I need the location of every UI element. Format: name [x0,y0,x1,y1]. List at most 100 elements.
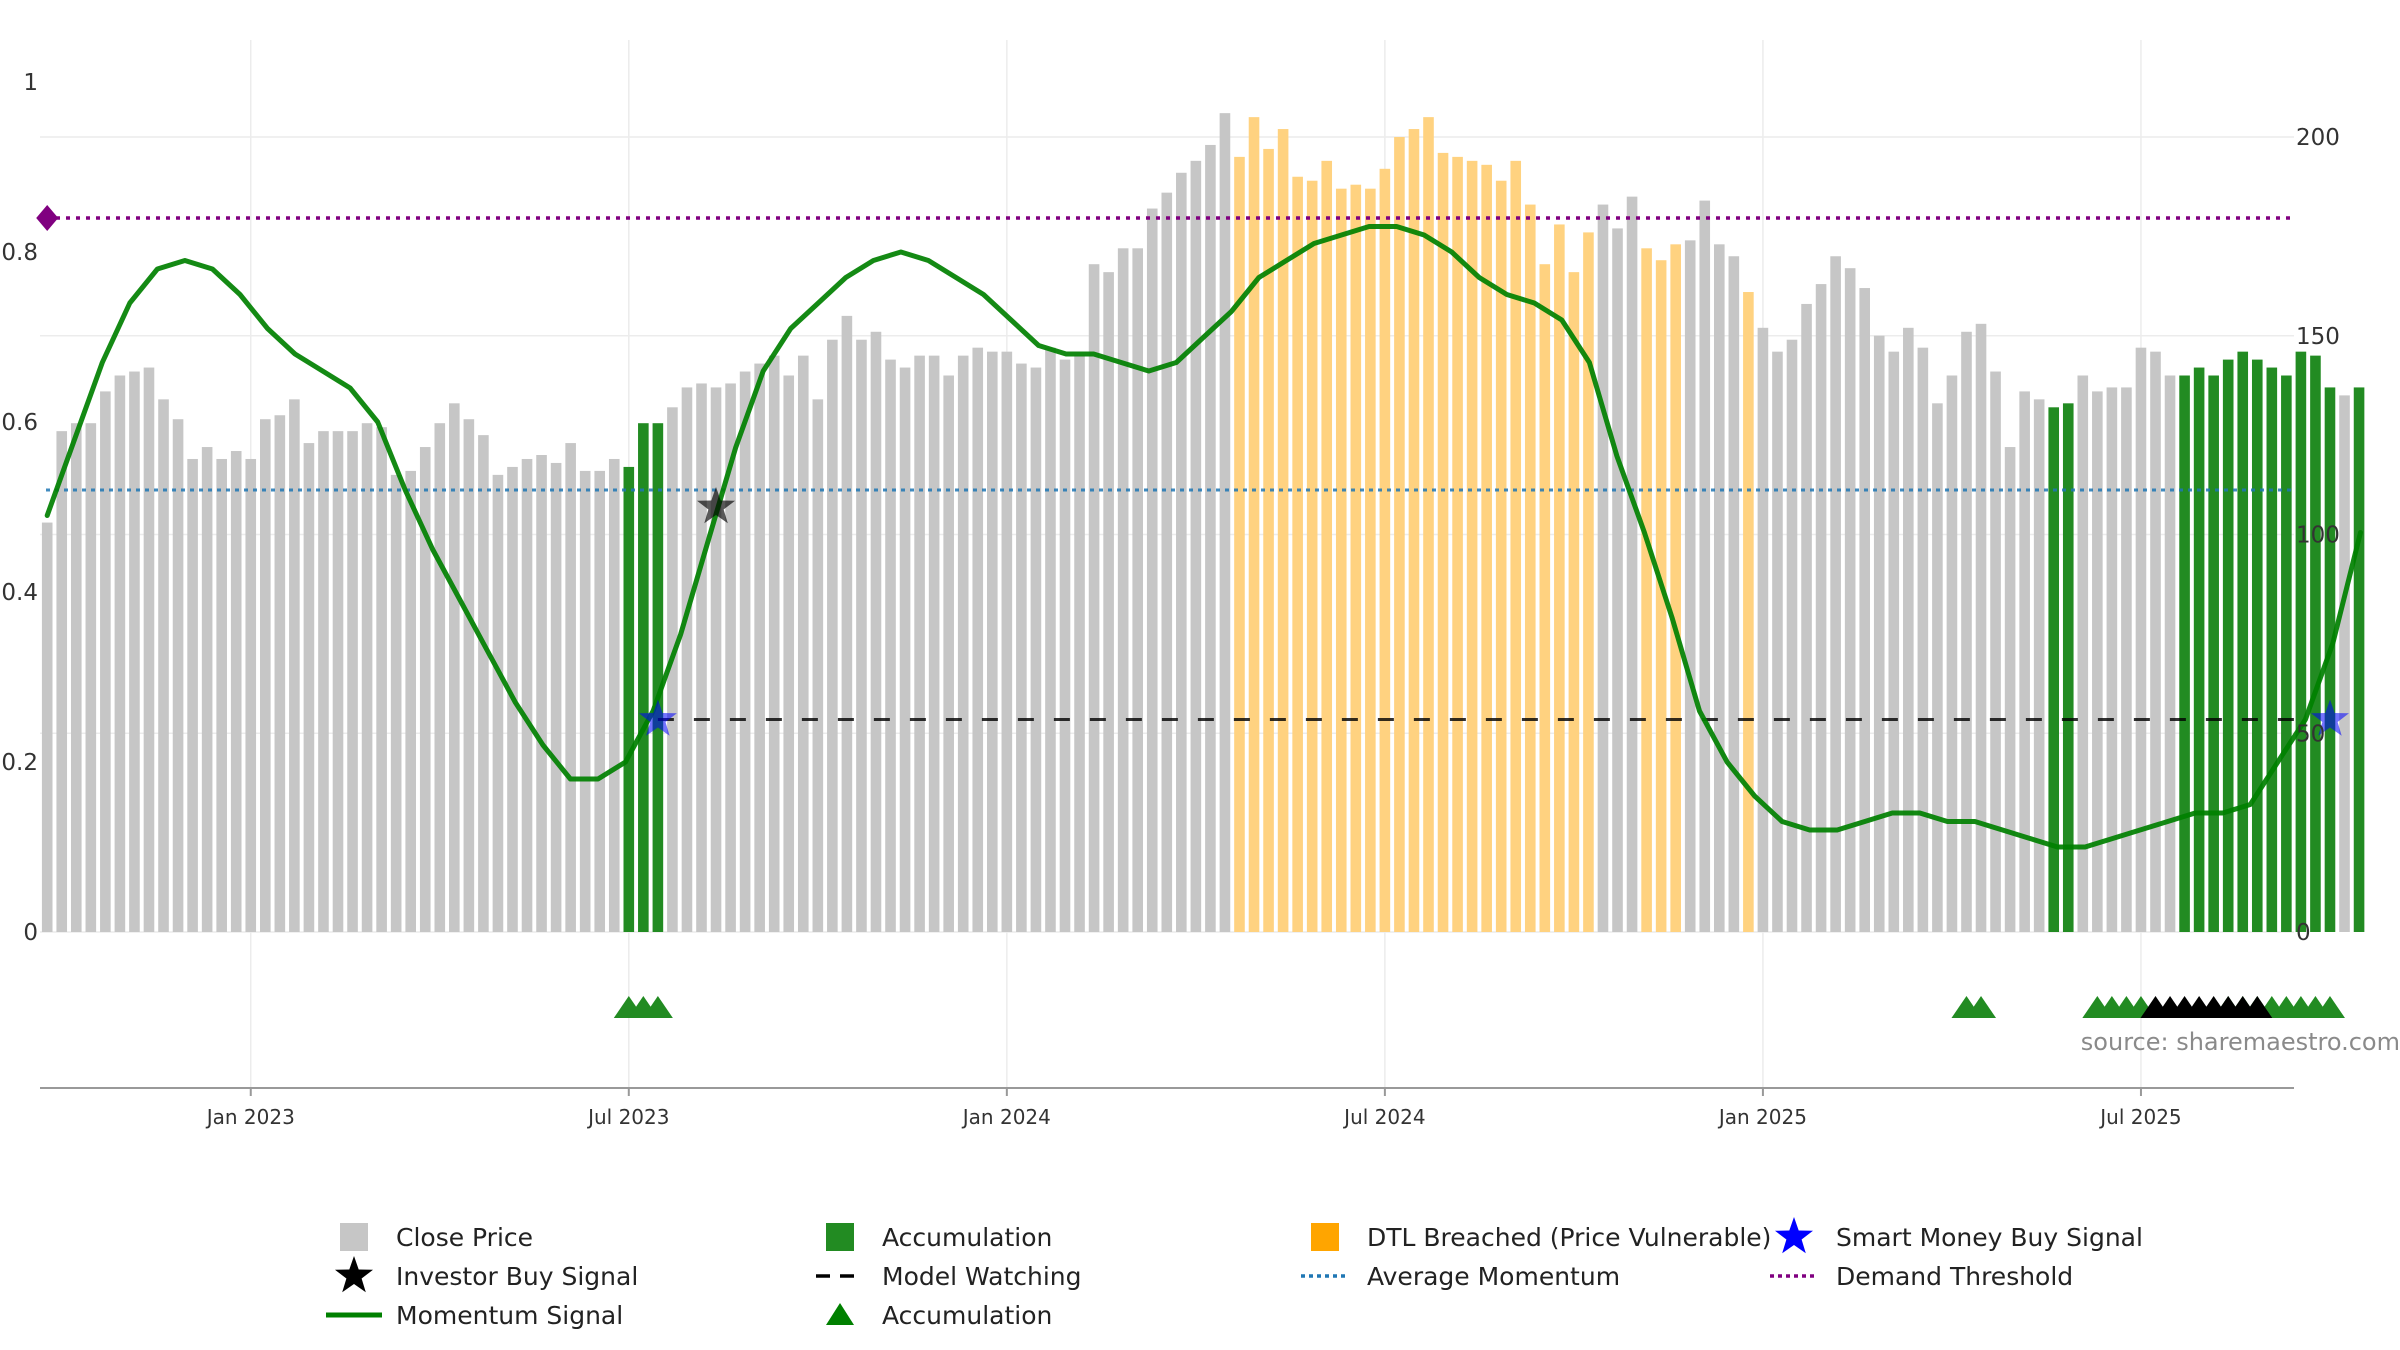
price-bar [2135,347,2147,932]
price-bar [419,447,431,932]
price-bar [1161,192,1173,932]
legend-item: DTL Breached (Price Vulnerable) [1311,1223,1771,1252]
price-bar [1132,248,1143,933]
momentum-signal-line [44,224,2363,850]
reference-lines [36,205,2294,721]
price-bar [1176,172,1187,932]
price-bar [1394,137,1405,932]
price-bar [449,403,460,932]
price-bar [754,363,765,932]
accumulation-triangle [1966,996,1997,1018]
price-bar [2353,387,2365,932]
x-tick-label: Jul 2023 [586,1105,669,1129]
price-bar [2193,367,2205,932]
investor-triangle [2242,996,2273,1018]
price-bar [1786,339,1798,933]
legend: Close Price Accumulation DTL Breached (Pri… [326,1217,2143,1330]
price-bar [1495,180,1507,933]
price-bar [1437,152,1449,932]
legend-label: Model Watching [882,1262,1082,1291]
price-bar [1088,264,1100,932]
x-tick-label: Jan 2024 [961,1105,1051,1129]
price-bar [230,451,242,932]
price-bar [710,387,722,932]
price-bar [1917,347,1929,932]
price-bar [318,431,329,932]
price-bar [696,383,707,932]
price-bar [1597,204,1609,932]
investor-buy-star [697,487,736,524]
price-bar [1714,244,1725,932]
price-bar [1670,244,1681,932]
price-bar [1757,327,1769,932]
price-bar [2310,355,2321,932]
price-bar [928,355,940,932]
right-tick-label: 200 [2296,125,2340,151]
price-bar [2295,351,2307,932]
price-bar [1815,284,1827,932]
price-bar [899,367,911,932]
price-bar [1074,355,1085,932]
price-bar [2106,387,2118,932]
price-bar [1568,272,1580,932]
price-bar [943,375,954,932]
price-bar [100,391,111,932]
smart-money-buy-star [638,699,677,736]
price-bar [1946,375,1958,932]
price-bar [492,474,504,932]
price-bar [885,359,896,933]
price-bar [1961,331,1972,932]
legend-label: Smart Money Buy Signal [1836,1223,2143,1252]
price-bar [1684,240,1696,933]
left-tick-label: 0.8 [1,240,38,266]
price-bar [478,435,489,932]
price-bar [2324,387,2336,932]
price-bar [2033,399,2045,933]
legend-label: Investor Buy Signal [396,1262,638,1291]
legend-swatch-triangle [826,1303,854,1325]
legend-item: Average Momentum [1301,1262,1620,1291]
price-bar [521,458,533,932]
price-bar [812,399,824,933]
price-bar [608,458,620,932]
price-bars [41,113,2365,933]
price-bar [1103,272,1114,932]
legend-item: Accumulation [826,1223,1052,1252]
price-bar [1190,160,1202,933]
legend-item: Model Watching [816,1262,1082,1291]
price-bar [2062,403,2074,932]
legend-item: Momentum Signal [326,1301,623,1330]
price-bar [1844,268,1856,932]
price-bar [1466,160,1478,933]
legend-item: Investor Buy Signal [335,1256,638,1293]
legend-swatch-star [1775,1217,1813,1254]
price-bar [1641,248,1652,933]
price-bar [1205,144,1216,932]
price-bar [1452,156,1463,932]
price-bar [332,431,344,932]
legend-label: Momentum Signal [396,1301,623,1330]
price-bar [1379,168,1391,933]
price-bar [463,419,475,933]
price-bar [172,419,184,933]
legend-item: Accumulation [826,1301,1052,1330]
price-bar [274,415,286,932]
price-bar [347,431,358,932]
price-bar [1016,363,1027,932]
price-bar [1248,117,1260,932]
price-bar [289,399,300,933]
right-tick-label: 150 [2296,324,2340,350]
price-bar [303,443,315,932]
price-bar [1045,347,1056,932]
price-bar [1510,160,1522,933]
price-bar [594,470,606,932]
price-bar [579,470,591,932]
price-bar [201,447,213,932]
price-bar [1117,248,1129,933]
price-bar [1903,327,1914,932]
price-bar [2019,391,2030,932]
price-bar [1335,188,1347,933]
price-bar [2048,407,2060,932]
price-bar [187,458,198,932]
price-bar [1626,196,1638,932]
